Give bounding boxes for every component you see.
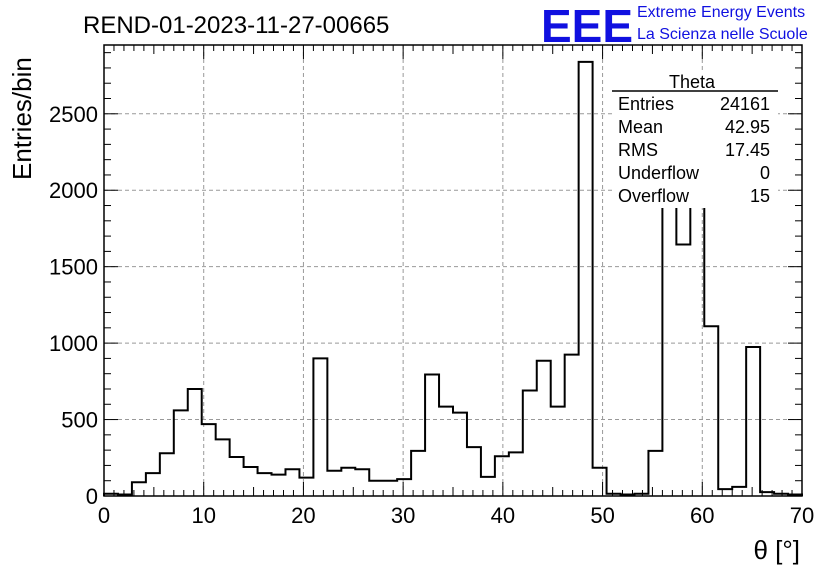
histogram-bin	[648, 451, 662, 496]
histogram-bin	[272, 475, 286, 496]
stats-label-rms: RMS	[618, 140, 658, 160]
stats-value-rms: 17.45	[725, 140, 770, 160]
x-tick-label: 60	[690, 503, 714, 528]
histogram-bin	[258, 473, 272, 496]
x-axis-ticks: 0 10 20 30 40 50 60 70	[98, 45, 814, 528]
histogram-bin	[160, 453, 174, 496]
y-tick-label: 0	[86, 484, 98, 509]
x-axis-label: θ [°]	[753, 535, 800, 565]
histogram-bin	[313, 358, 327, 496]
histogram-bin	[132, 482, 146, 496]
histogram-bin	[299, 478, 313, 496]
histogram-bin	[495, 456, 509, 496]
x-tick-label: 70	[790, 503, 814, 528]
y-axis-ticks: 0 500 1000 1500 2000 2500	[49, 52, 802, 509]
stats-value-mean: 42.95	[725, 117, 770, 137]
histogram-bin	[216, 439, 230, 496]
stats-box: Theta Entries 24161 Mean 42.95 RMS 17.45…	[612, 72, 778, 208]
histogram-bin	[327, 471, 341, 496]
histogram-bin	[439, 407, 453, 496]
stats-value-entries: 24161	[720, 94, 770, 114]
histogram-bin	[174, 410, 188, 496]
histogram-bin	[453, 413, 467, 496]
histogram-bin	[146, 473, 160, 496]
histogram-bin	[593, 468, 607, 496]
histogram-bin	[481, 477, 495, 496]
histogram-bin	[718, 489, 732, 496]
histogram-bin	[467, 447, 481, 496]
histogram-bin	[704, 326, 718, 496]
x-tick-label: 0	[98, 503, 110, 528]
histogram-bin	[397, 479, 411, 496]
y-tick-label: 1500	[49, 255, 98, 280]
histogram-bin	[551, 407, 565, 496]
histogram-bin	[341, 468, 355, 496]
chart-title: REND-01-2023-11-27-00665	[83, 12, 389, 39]
histogram-bin	[230, 457, 244, 496]
histogram-bin	[746, 347, 760, 496]
stats-label-overflow: Overflow	[618, 186, 690, 206]
y-tick-label: 2000	[49, 178, 98, 203]
histogram-bin	[579, 62, 593, 496]
x-tick-label: 50	[590, 503, 614, 528]
logo-line-2: La Scienza nelle Scuole	[637, 26, 808, 43]
histogram-bin	[202, 424, 216, 496]
histogram-bin	[411, 451, 425, 496]
histogram-bin	[523, 391, 537, 496]
x-tick-label: 20	[291, 503, 315, 528]
histogram-bin	[285, 469, 299, 496]
eee-logo: EEE	[541, 0, 633, 52]
histogram-bin	[188, 389, 202, 496]
histogram-bin	[244, 467, 258, 496]
y-tick-label: 1000	[49, 331, 98, 356]
stats-value-underflow: 0	[760, 163, 770, 183]
stats-title: Theta	[669, 72, 716, 92]
x-tick-label: 40	[491, 503, 515, 528]
stats-label-underflow: Underflow	[618, 163, 700, 183]
histogram-bin	[355, 469, 369, 496]
histogram-bin	[425, 374, 439, 496]
histogram-bin	[383, 481, 397, 496]
y-tick-label: 500	[61, 408, 98, 433]
histogram-bin	[732, 487, 746, 496]
stats-box-background	[612, 73, 778, 208]
x-tick-label: 30	[391, 503, 415, 528]
stats-label-mean: Mean	[618, 117, 663, 137]
histogram-bin	[676, 245, 690, 496]
plot-frame	[103, 44, 803, 497]
logo-line-1: Extreme Energy Events	[637, 4, 805, 21]
stats-label-entries: Entries	[618, 94, 674, 114]
histogram-bin	[509, 452, 523, 496]
y-axis-label: Entries/bin	[7, 57, 37, 180]
stats-value-overflow: 15	[750, 186, 770, 206]
histogram-bin	[565, 355, 579, 496]
y-tick-label: 2500	[49, 102, 98, 127]
x-tick-label: 10	[191, 503, 215, 528]
histogram-bin	[537, 361, 551, 496]
histogram-bin	[369, 481, 383, 496]
